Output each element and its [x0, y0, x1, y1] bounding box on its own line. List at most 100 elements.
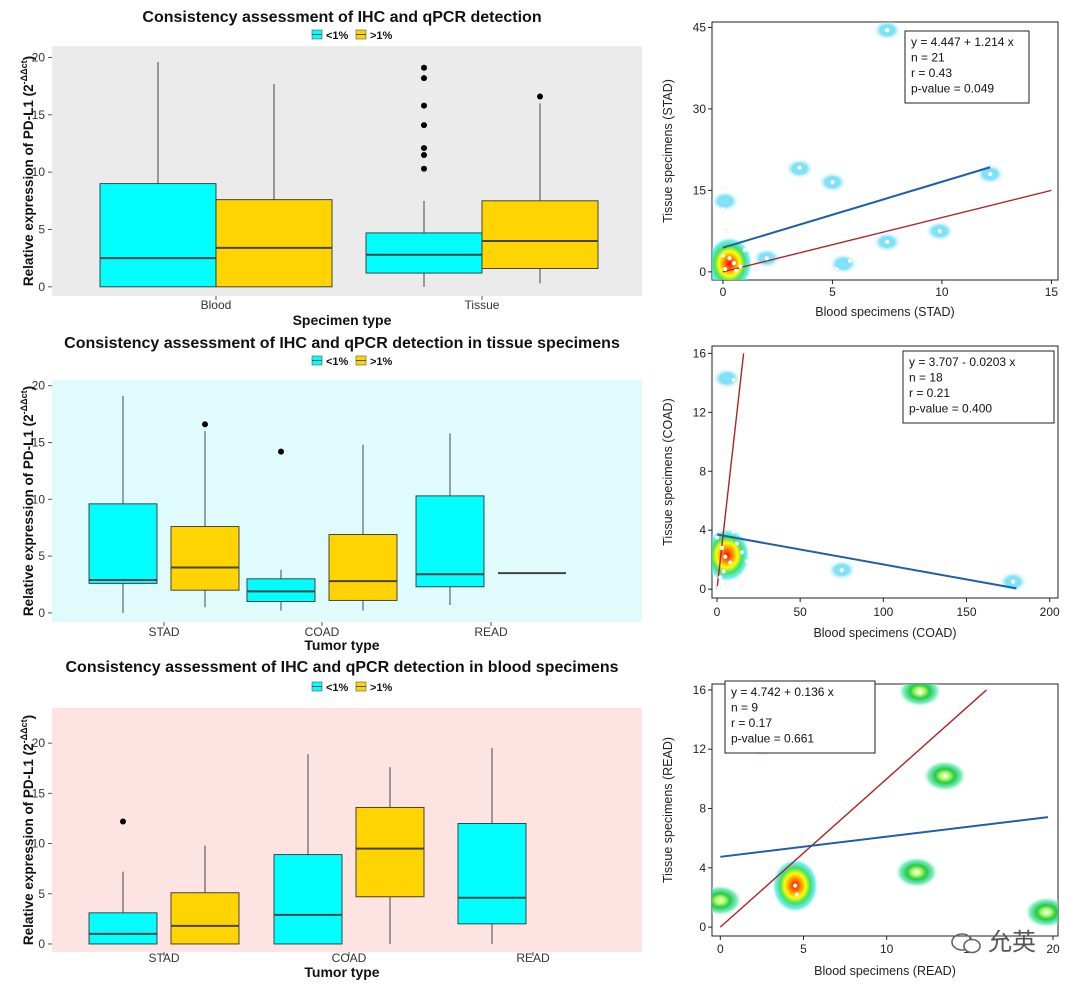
- box-body: [88, 912, 158, 945]
- data-point: [830, 180, 835, 185]
- x-tick-label: 10: [880, 942, 894, 956]
- x-tick-label: 100: [873, 605, 893, 619]
- data-point: [728, 560, 733, 565]
- x-tick-label: Blood: [201, 298, 232, 312]
- watermark-text: 允英: [988, 929, 1036, 956]
- x-axis-label: Tumor type: [304, 964, 379, 980]
- data-point: [739, 550, 745, 555]
- legend-label: >1%: [370, 30, 393, 42]
- y-tick-label: 45: [693, 20, 707, 34]
- data-point: [725, 228, 730, 234]
- stats-line: y = 3.707 - 0.0203 x: [909, 355, 1015, 369]
- y-tick-label: 12: [693, 405, 707, 419]
- outlier-point: [421, 165, 427, 172]
- data-point: [794, 892, 800, 897]
- stats-frame: [902, 350, 1055, 424]
- y-tick-label: 10: [32, 165, 46, 179]
- identity-line: [722, 189, 1052, 273]
- y-tick-label: 15: [693, 183, 707, 197]
- scatter-panel-2: 0 50 100 150 200 0 4 8 12 16 Blood specimens (COAD…: [661, 345, 1060, 640]
- y-tick-label: 0: [38, 280, 45, 294]
- x-tick-label: 10: [935, 285, 949, 299]
- data-point: [797, 247, 802, 253]
- x-axis-label: Specimen type: [293, 312, 392, 328]
- box-high-coad: [328, 444, 398, 611]
- box-body: [170, 526, 240, 591]
- y-tick-label: 15: [32, 786, 46, 800]
- stats-box: y = 4.447 + 1.214 x n = 21r = 0.43 p-value…: [904, 30, 1030, 104]
- box-low-blood: [99, 62, 217, 288]
- data-point: [839, 567, 844, 573]
- outlier-point: [421, 102, 427, 109]
- y-tick-label: 4: [699, 523, 706, 537]
- density-hotspot: [712, 367, 742, 389]
- legend: <1% >1%: [311, 29, 393, 42]
- outlier-point: [278, 448, 284, 455]
- y-tick-label: 30: [693, 102, 707, 116]
- box-low-stad: [88, 395, 158, 613]
- y-tick-label: 16: [693, 346, 707, 360]
- y-tick-label: 15: [32, 435, 46, 449]
- box-body: [99, 183, 217, 288]
- box-low-read: [415, 433, 485, 605]
- box-body: [246, 578, 316, 602]
- y-tick-label: 5: [38, 549, 45, 563]
- data-point: [847, 258, 853, 264]
- box-low-coad: [273, 754, 343, 945]
- wechat-icon: 允英: [951, 929, 1036, 956]
- y-axis-label: Relative expression of PD-L1 (2-ΔΔct): [19, 386, 36, 616]
- stats-line: p-value = 0.400: [909, 402, 992, 416]
- data-point: [738, 264, 743, 269]
- outlier-point: [421, 145, 427, 152]
- stats-frame: [724, 680, 876, 754]
- density-hotspot: [712, 190, 740, 212]
- x-tick-label: COAD: [305, 625, 340, 639]
- data-point: [764, 256, 769, 261]
- y-tick-label: 4: [699, 861, 706, 875]
- data-point: [797, 165, 802, 170]
- x-tick-label: 20: [1046, 942, 1060, 956]
- x-tick-label: Tissue: [465, 298, 500, 312]
- box-body: [481, 200, 599, 269]
- boxplot-panel-2: Consistency assessment of IHC and qPCR d…: [19, 335, 642, 653]
- x-tick-label: 15: [1045, 285, 1059, 299]
- scatter-panel-1: 0 5 10 15 0 15 30 45 Blood specimens (STAD) Tissu…: [661, 20, 1059, 319]
- legend-label: >1%: [370, 682, 393, 694]
- data-point: [987, 171, 993, 177]
- legend-label: >1%: [370, 356, 393, 368]
- y-tick-label: 12: [693, 742, 707, 756]
- stats-line: r = 0.17: [731, 716, 772, 730]
- x-axis-label: Tumor type: [304, 637, 379, 653]
- data-point: [1010, 579, 1016, 584]
- y-tick-label: 10: [32, 492, 46, 506]
- density-hotspot: [1024, 896, 1058, 929]
- data-point: [834, 266, 840, 272]
- chart-title: Consistency assessment of IHC and qPCR d…: [64, 335, 620, 352]
- box-body: [88, 503, 158, 584]
- x-axis-label: Blood specimens (COAD): [813, 626, 956, 640]
- box-low-tissue: [365, 64, 483, 287]
- y-tick-label: 20: [32, 736, 46, 750]
- regression-line: [722, 166, 991, 249]
- y-axis-label: Tissue specimens (COAD): [661, 398, 675, 546]
- data-point: [744, 558, 750, 564]
- x-tick-label: 5: [829, 285, 836, 299]
- outlier-point: [537, 93, 543, 100]
- y-axis-label: Relative expression of PD-L1 (2-ΔΔct): [19, 56, 36, 286]
- density-layer: [712, 22, 1052, 280]
- chart-title: Consistency assessment of IHC and qPCR d…: [65, 659, 618, 676]
- stats-frame: [904, 30, 1030, 104]
- stats-line: p-value = 0.661: [731, 732, 814, 746]
- x-tick-label: COAD: [332, 951, 367, 965]
- box-body: [170, 892, 240, 945]
- y-tick-label: 5: [38, 887, 45, 901]
- box-body: [355, 806, 425, 898]
- x-tick-label: 150: [956, 605, 976, 619]
- box-body: [328, 534, 398, 601]
- legend-label: <1%: [326, 682, 349, 694]
- stats-line: n = 9: [731, 701, 758, 715]
- y-tick-label: 16: [693, 683, 707, 697]
- outlier-point: [120, 818, 126, 825]
- data-point: [719, 545, 725, 551]
